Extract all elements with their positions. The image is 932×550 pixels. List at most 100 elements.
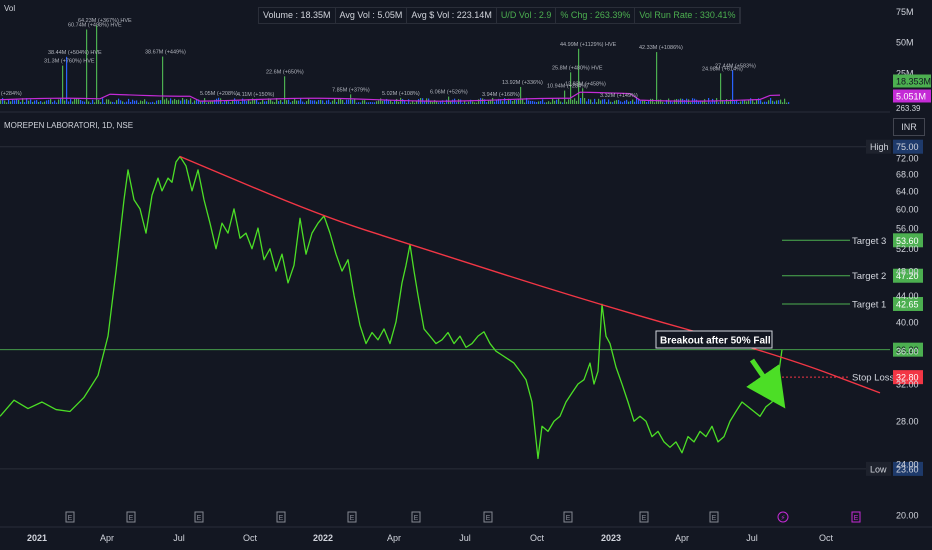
volume-bar bbox=[548, 101, 550, 104]
volume-bar bbox=[376, 101, 378, 104]
earnings-event-icon[interactable] bbox=[709, 511, 719, 523]
volume-bar bbox=[232, 100, 234, 104]
volume-bar bbox=[542, 99, 544, 104]
volume-bar bbox=[492, 98, 494, 104]
volume-bar bbox=[474, 102, 476, 104]
volume-bar bbox=[0, 100, 2, 104]
volume-bar bbox=[382, 101, 384, 104]
volume-bar bbox=[586, 101, 588, 104]
earnings-event-glyph: E bbox=[197, 515, 202, 522]
volume-bar bbox=[178, 99, 180, 104]
volume-bar bbox=[410, 102, 412, 104]
volume-bar bbox=[88, 101, 90, 104]
volume-bar bbox=[786, 102, 788, 104]
volume-bar bbox=[354, 99, 356, 104]
volume-bar bbox=[580, 97, 582, 104]
breakout-annotation-box[interactable] bbox=[655, 330, 773, 349]
volume-annotation: 13.92M (+336%) bbox=[502, 80, 543, 86]
volume-bar bbox=[728, 101, 730, 104]
earnings-event-icon[interactable] bbox=[126, 511, 136, 523]
volume-bar bbox=[502, 101, 504, 104]
earnings-event-glyph: E bbox=[854, 515, 859, 522]
volume-bar bbox=[752, 99, 754, 104]
volume-bar bbox=[662, 101, 664, 104]
volume-bar bbox=[666, 99, 668, 104]
volume-bar bbox=[314, 100, 316, 104]
volume-bar bbox=[696, 99, 698, 104]
volume-bar bbox=[578, 48, 580, 104]
volume-bar bbox=[398, 101, 400, 104]
volume-bar bbox=[12, 99, 14, 104]
earnings-event-icon[interactable] bbox=[639, 511, 649, 523]
volume-bar bbox=[44, 101, 46, 104]
volume-bar bbox=[722, 100, 724, 104]
volume-bar bbox=[366, 102, 368, 104]
volume-bar bbox=[386, 98, 388, 104]
volume-bar bbox=[54, 100, 56, 104]
volume-bar bbox=[660, 99, 662, 104]
volume-bar bbox=[714, 100, 716, 104]
volume-bar bbox=[176, 100, 178, 104]
target-1-price-tag bbox=[893, 296, 923, 311]
earnings-event-icon[interactable] bbox=[483, 511, 493, 523]
high-label-box bbox=[866, 139, 891, 154]
volume-bar bbox=[612, 102, 614, 104]
target-2-label: Target 2 bbox=[852, 271, 886, 282]
earnings-event-glyph: E bbox=[566, 515, 571, 522]
earnings-event-icon[interactable] bbox=[347, 511, 357, 523]
earnings-event-icon[interactable] bbox=[563, 511, 573, 523]
volume-bar bbox=[394, 100, 396, 104]
volume-bar bbox=[744, 100, 746, 104]
volume-bar bbox=[364, 100, 366, 104]
earnings-event-icon[interactable] bbox=[194, 511, 204, 523]
volume-bar bbox=[312, 100, 314, 104]
earnings-event-icon[interactable] bbox=[65, 511, 75, 523]
earnings-event-icon[interactable] bbox=[276, 511, 286, 523]
breakout-annotation-text: Breakout after 50% Fall bbox=[660, 336, 771, 347]
descending-trendline[interactable] bbox=[179, 155, 881, 394]
time-axis-tick: Oct bbox=[530, 533, 545, 543]
time-axis-tick: Oct bbox=[819, 533, 834, 543]
dividend-event-icon[interactable] bbox=[777, 511, 789, 523]
volume-bar bbox=[246, 101, 248, 104]
price-axis-tick: 32.00 bbox=[896, 380, 919, 390]
volume-bar bbox=[284, 76, 286, 104]
volume-bar bbox=[108, 99, 110, 104]
earnings-event-icon[interactable] bbox=[411, 511, 421, 523]
price-pane: High Low Target 3 Target 2 Target 1 Stop Loss… bbox=[0, 139, 894, 476]
volume-bar bbox=[730, 99, 732, 104]
price-axis-tick: 36.00 bbox=[896, 347, 919, 357]
volume-bar bbox=[258, 102, 260, 104]
volume-bar bbox=[188, 100, 190, 104]
volume-bar bbox=[260, 102, 262, 104]
earnings-event-icon[interactable] bbox=[851, 511, 861, 523]
volume-bar bbox=[438, 102, 440, 104]
volume-bar bbox=[160, 100, 162, 104]
volume-bar bbox=[360, 102, 362, 104]
volume-bar bbox=[162, 56, 164, 104]
volume-bar bbox=[448, 96, 450, 104]
earnings-event-glyph: E bbox=[350, 515, 355, 522]
volume-bar bbox=[614, 100, 616, 104]
volume-bar bbox=[306, 101, 308, 104]
volume-bar bbox=[600, 100, 602, 104]
volume-bar bbox=[340, 98, 342, 104]
volume-bar bbox=[488, 100, 490, 104]
volume-bar bbox=[342, 99, 344, 104]
volume-bar bbox=[112, 101, 114, 104]
volume-bar bbox=[68, 101, 70, 104]
volume-bar bbox=[292, 100, 294, 104]
volume-bar bbox=[566, 101, 568, 104]
volume-bar bbox=[100, 102, 102, 104]
volume-bar bbox=[208, 101, 210, 104]
volume-bar bbox=[444, 102, 446, 104]
volume-bar bbox=[288, 99, 290, 104]
volume-bar bbox=[524, 102, 526, 104]
earnings-event-glyph: E bbox=[486, 515, 491, 522]
currency-button[interactable]: INR bbox=[893, 118, 925, 136]
volume-bar bbox=[718, 102, 720, 104]
volume-annotation: 7.85M (+379%) bbox=[332, 87, 370, 93]
volume-bar bbox=[326, 100, 328, 104]
volume-bar bbox=[264, 101, 266, 104]
